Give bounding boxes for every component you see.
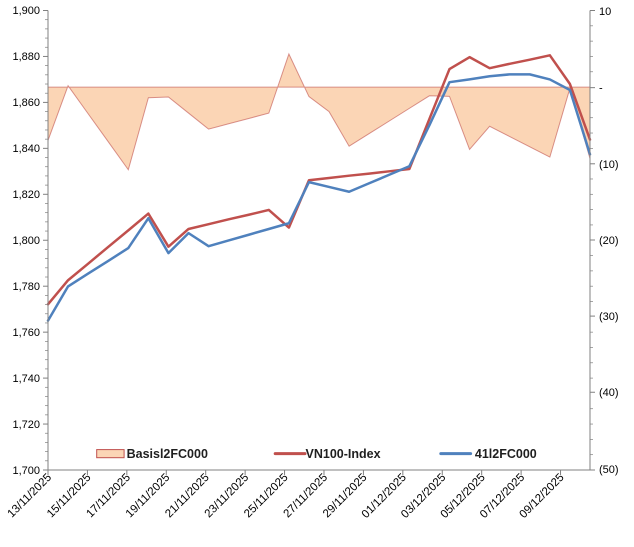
svg-text:1,880: 1,880 (12, 51, 40, 63)
svg-text:1,840: 1,840 (12, 143, 40, 155)
svg-text:1,860: 1,860 (12, 97, 40, 109)
svg-text:10: 10 (599, 6, 611, 18)
svg-text:(10): (10) (599, 159, 619, 171)
svg-text:-: - (599, 83, 603, 95)
svg-text:1,700: 1,700 (12, 465, 40, 477)
svg-text:(50): (50) (599, 464, 619, 476)
svg-text:41l2FC000: 41l2FC000 (475, 447, 537, 461)
svg-text:VN100-Index: VN100-Index (306, 447, 381, 461)
svg-text:Basisl2FC000: Basisl2FC000 (127, 447, 208, 461)
svg-text:1,780: 1,780 (12, 281, 40, 293)
svg-text:1,720: 1,720 (12, 419, 40, 431)
svg-text:1,820: 1,820 (12, 189, 40, 201)
svg-text:1,900: 1,900 (12, 5, 40, 17)
svg-text:1,760: 1,760 (12, 327, 40, 339)
svg-text:1,740: 1,740 (12, 373, 40, 385)
svg-text:1,800: 1,800 (12, 235, 40, 247)
svg-text:(30): (30) (599, 311, 619, 323)
svg-text:(20): (20) (599, 235, 619, 247)
svg-text:(40): (40) (599, 387, 619, 399)
